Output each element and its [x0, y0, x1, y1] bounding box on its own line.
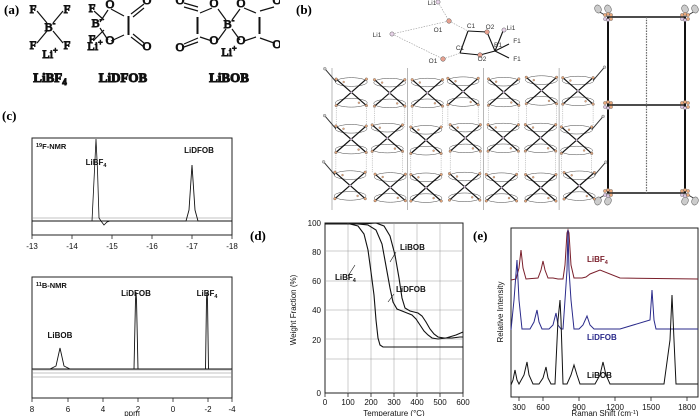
svg-text:O: O: [106, 33, 115, 47]
svg-text:LiBF4: LiBF4: [33, 70, 67, 87]
svg-text:F: F: [89, 1, 96, 15]
svg-text:Li+: Li+: [42, 46, 58, 61]
svg-text:C1: C1: [467, 23, 476, 30]
svg-text:C1: C1: [456, 45, 465, 52]
svg-text:O: O: [143, 0, 152, 7]
svg-text:O: O: [237, 0, 246, 10]
svg-text:Li1: Li1: [428, 0, 437, 7]
svg-text:O1: O1: [429, 58, 438, 65]
svg-text:F: F: [30, 2, 37, 16]
svg-text:Li1: Li1: [373, 32, 382, 39]
svg-text:Li+: Li+: [87, 38, 103, 53]
svg-text:LiBOB: LiBOB: [209, 70, 249, 85]
svg-text:F: F: [30, 38, 37, 52]
svg-text:O: O: [176, 0, 185, 7]
svg-text:O: O: [273, 37, 280, 51]
svg-text:Li1: Li1: [507, 25, 516, 32]
svg-text:O: O: [273, 0, 280, 7]
svg-text:O: O: [237, 33, 246, 47]
svg-text:Li+: Li+: [221, 44, 237, 59]
svg-text:O: O: [106, 0, 115, 11]
svg-text:O1: O1: [434, 27, 443, 34]
svg-text:B-: B-: [92, 15, 103, 30]
svg-text:O: O: [210, 0, 219, 10]
svg-text:B1: B1: [494, 42, 502, 49]
svg-text:F: F: [64, 38, 71, 52]
svg-text:B-: B-: [224, 16, 235, 31]
svg-text:O: O: [210, 33, 219, 47]
svg-text:F: F: [64, 2, 71, 16]
svg-text:O2: O2: [478, 56, 487, 63]
svg-text:O2: O2: [486, 24, 495, 31]
svg-text:F1: F1: [513, 56, 521, 63]
svg-text:F1: F1: [513, 38, 521, 45]
svg-text:O: O: [176, 40, 185, 54]
svg-text:O: O: [143, 39, 152, 53]
svg-text:LiDFOB: LiDFOB: [99, 70, 148, 85]
